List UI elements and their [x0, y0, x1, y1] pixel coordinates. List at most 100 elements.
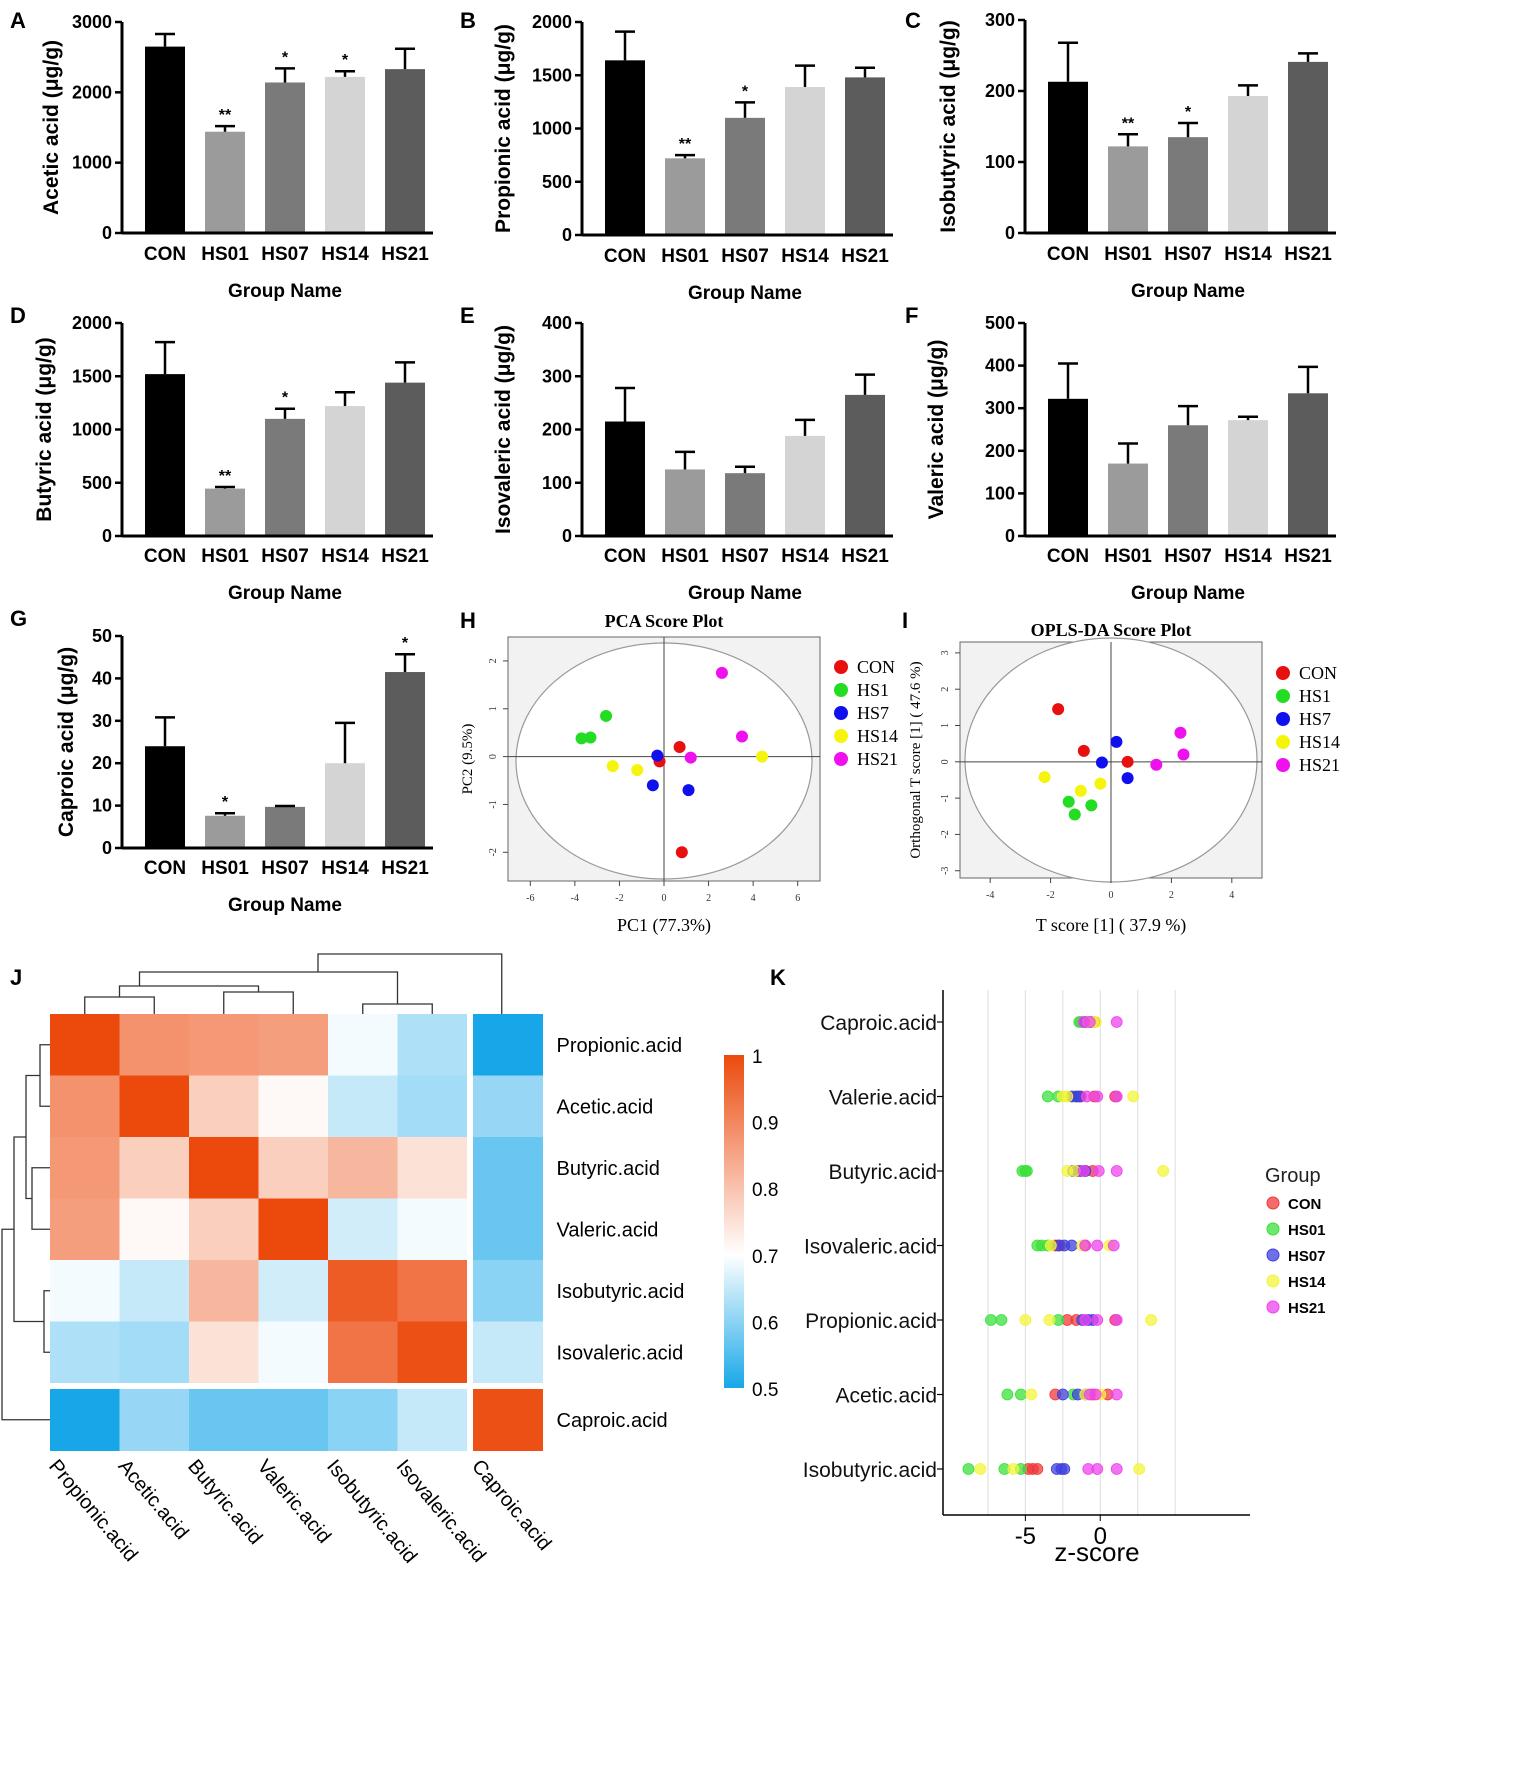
y-tick-label: Caproic.acid	[820, 1012, 937, 1035]
bar-hs21	[385, 382, 425, 536]
heatmap-cell	[119, 1198, 190, 1261]
significance-mark: *	[742, 83, 749, 100]
legend-marker-hs21	[1266, 1300, 1280, 1314]
bar-hs01	[665, 158, 705, 235]
bar-con	[145, 374, 185, 536]
heatmap-cell	[50, 1389, 120, 1451]
dot-hs01	[1020, 1165, 1033, 1177]
x-tick-label: 6	[795, 893, 800, 904]
significance-mark: *	[282, 49, 289, 66]
bar-hs07	[265, 82, 305, 233]
legend-label: HS07	[1288, 1248, 1326, 1265]
bar-hs21	[845, 77, 885, 235]
point-hs14	[631, 764, 644, 777]
point-con	[1052, 703, 1065, 716]
heatmap-cell	[473, 1014, 543, 1076]
point-hs14	[1074, 784, 1087, 797]
x-tick-label: -5	[1015, 1523, 1036, 1550]
dot-hs07	[1056, 1388, 1069, 1401]
heatmap-cell	[119, 1260, 190, 1322]
bar-panel-e: E CON HS01 HS07 HS14 HS21 0 100 200 300 400 Isovale…	[460, 303, 893, 604]
bar-hs14	[785, 435, 825, 536]
point-hs1	[575, 732, 588, 745]
dot-hs21	[1110, 1016, 1123, 1028]
legend-label: HS14	[857, 726, 898, 746]
panel-letter: C	[905, 8, 921, 33]
x-tick-label: HS07	[261, 858, 309, 879]
point-hs7	[1095, 756, 1108, 769]
point-con	[1077, 744, 1090, 757]
y-tick-label: 50	[92, 626, 112, 646]
dot-hs14	[1133, 1463, 1146, 1475]
bar-hs14	[785, 86, 825, 235]
dot-hs21	[1079, 1314, 1092, 1326]
y-tick-label: 200	[542, 420, 572, 440]
heatmap-cell	[189, 1389, 259, 1451]
legend-marker-hs21	[1276, 758, 1290, 772]
legend-marker-hs14	[1276, 735, 1290, 749]
x-tick-label: HS21	[1284, 546, 1332, 567]
y-tick-label: 0	[1005, 526, 1015, 546]
heatmap-cell	[189, 1260, 259, 1322]
heatmap-cell	[189, 1075, 259, 1138]
row-label: Isobutyric.acid	[557, 1281, 685, 1303]
dot-hs01	[1001, 1388, 1014, 1401]
bar-hs21	[1288, 61, 1328, 233]
column-dendrogram-branch	[317, 953, 503, 1014]
y-tick-label: 100	[985, 483, 1015, 503]
bar-hs14	[325, 406, 365, 536]
y-tick-label: 0	[562, 225, 572, 245]
bar-hs01	[205, 815, 245, 848]
y-tick-label: Acetic.acid	[835, 1385, 937, 1408]
dot-hs21	[1110, 1388, 1123, 1401]
x-tick-label: HS01	[661, 246, 709, 267]
panel-letter: A	[10, 8, 26, 33]
y-tick-label: 0	[488, 754, 499, 759]
legend-label: CON	[857, 657, 895, 677]
legend-marker-con	[1266, 1196, 1280, 1210]
dot-hs14	[1043, 1314, 1056, 1326]
y-tick-label: 2000	[72, 82, 112, 102]
dot-hs21	[1089, 1388, 1102, 1401]
dot-hs21	[1079, 1239, 1092, 1252]
y-tick-label: 2000	[532, 12, 572, 32]
x-axis-label: Group Name	[1131, 583, 1245, 604]
y-axis-label: PC2 (9.5%)	[460, 724, 476, 795]
y-axis-label: Valeric acid (μg/g)	[925, 340, 948, 520]
point-hs7	[646, 779, 659, 792]
legend-marker-hs1	[834, 683, 848, 697]
legend-label: HS21	[857, 749, 898, 769]
dot-hs01	[985, 1314, 997, 1326]
bar-hs07	[265, 418, 305, 536]
heatmap-cell	[119, 1014, 190, 1076]
y-tick-label: 300	[542, 366, 572, 386]
heatmap-cell	[473, 1321, 543, 1384]
bar-panel-c: C CON ** HS01 * HS07 HS14 HS21 0 100 200 300 Isobuty…	[905, 8, 1336, 302]
significance-mark: *	[222, 794, 229, 811]
opls-score-plot: I -4 -2 0 2 4 -3 -2 -1 0 1 2 3 CON HS1 HS7 HS14 HS21 OPLS-…	[902, 608, 1340, 936]
x-tick-label: 0	[662, 893, 667, 904]
significance-mark: *	[342, 52, 349, 69]
bar-hs01	[665, 469, 705, 536]
row-label: Isovaleric.acid	[557, 1342, 684, 1364]
bar-hs21	[845, 394, 885, 536]
x-tick-label: HS14	[1224, 546, 1272, 567]
dot-hs14	[1061, 1090, 1074, 1103]
legend-marker-hs14	[1266, 1274, 1280, 1288]
heatmap-cell	[328, 1198, 398, 1261]
bar-panel-f: F CON HS01 HS07 HS14 HS21 0 100 200 300 400 500 Vale…	[905, 303, 1336, 604]
x-axis-label: Group Name	[1131, 281, 1245, 302]
point-hs21	[715, 666, 728, 679]
y-tick-label: 300	[985, 398, 1015, 418]
x-tick-label: CON	[144, 858, 186, 879]
dot-hs07	[1065, 1239, 1078, 1252]
legend-label: CON	[1299, 663, 1337, 683]
pca-score-plot: H -6 -4 -2 0 2 4 6 -2 -1 0 1 2 CON HS1 HS7 HS14 HS21 PCA S…	[460, 608, 898, 936]
x-tick-label: HS14	[321, 244, 369, 265]
heatmap-cell	[50, 1198, 120, 1261]
point-con	[673, 741, 686, 754]
bar-hs07	[725, 473, 765, 536]
heatmap-cell	[328, 1321, 398, 1384]
heatmap-cell	[119, 1389, 190, 1451]
